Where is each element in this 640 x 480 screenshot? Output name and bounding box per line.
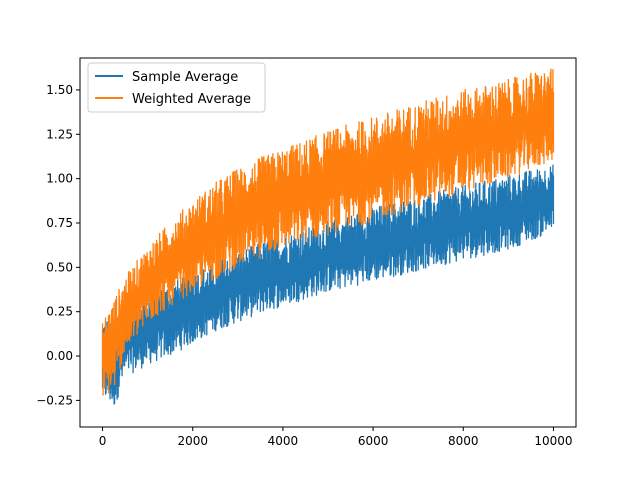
legend: Sample Average Weighted Average (87, 62, 266, 113)
series-line-weighted-average (101, 68, 555, 396)
series-line-sample-average (101, 164, 555, 405)
y-tick-label: 0.00 (46, 349, 73, 363)
y-tick-label: 1.50 (46, 83, 73, 97)
x-axis: 0 2000 4000 6000 8000 10000 (99, 427, 573, 448)
legend-box (87, 62, 266, 113)
legend-label: Weighted Average (132, 92, 251, 107)
x-tick-label: 8000 (448, 434, 479, 448)
x-tick-label: 0 (99, 434, 107, 448)
plot-frame (79, 57, 577, 428)
y-tick-label: 0.75 (46, 216, 73, 230)
y-tick-label: 1.25 (46, 127, 73, 141)
legend-label: Sample Average (132, 70, 238, 85)
series-layer (101, 68, 555, 405)
y-tick-label: −0.25 (36, 393, 73, 407)
x-tick-label: 2000 (177, 434, 208, 448)
y-tick-label: 0.25 (46, 305, 73, 319)
x-tick-label: 10000 (534, 434, 572, 448)
x-tick-label: 4000 (268, 434, 299, 448)
x-tick-label: 6000 (358, 434, 389, 448)
y-axis: −0.25 0.00 0.25 0.50 0.75 1.00 1.25 1.50 (36, 83, 80, 407)
y-tick-label: 0.50 (46, 260, 73, 274)
y-tick-label: 1.00 (46, 172, 73, 186)
